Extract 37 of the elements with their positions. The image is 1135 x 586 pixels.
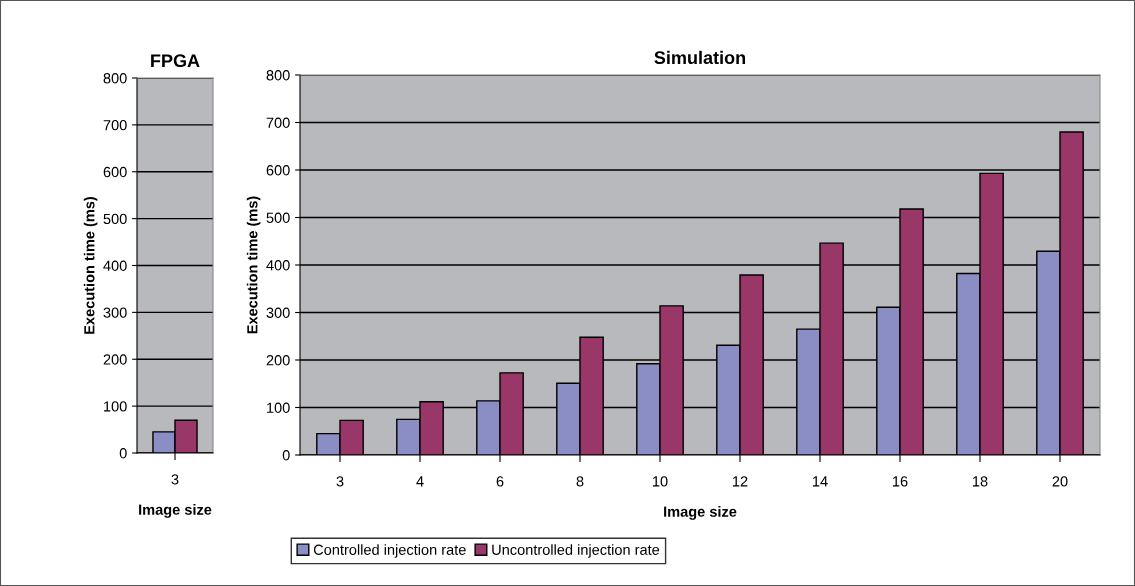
y-tick-label: 800 [266,70,290,81]
y-tick-label: 300 [266,307,290,318]
x-tick-label: 12 [733,476,748,487]
legend-label: Controlled injection rate [313,544,466,558]
y-tick-label: 600 [103,166,127,178]
x-tick-label: 6 [496,476,504,487]
x-tick-label: 20 [1052,476,1068,487]
y-tick-label: 300 [103,307,127,318]
x-axis-title: Image size [139,504,212,518]
y-tick-label: 600 [266,165,290,176]
x-tick-label: 10 [653,476,668,487]
y-tick-label: 400 [266,260,290,271]
x-axis-title: Image size [664,506,737,520]
chart-title: Simulation [654,50,746,65]
y-tick-label: 400 [103,260,127,271]
legend-label: Uncontrolled injection rate [492,544,660,558]
y-tick-label: 700 [266,117,290,128]
x-tick-label: 3 [171,474,179,485]
x-tick-label: 8 [576,476,584,487]
y-tick-label: 500 [266,212,290,223]
y-tick-label: 200 [266,355,290,366]
y-tick-label: 500 [103,213,127,225]
y-tick-label: 800 [103,73,127,84]
y-axis-title: Execution time (ms) [83,196,98,334]
chart-title: FPGA [151,54,200,68]
y-tick-label: 700 [103,119,127,131]
y-axis-title: Execution time (ms) [246,196,261,334]
x-tick-label: 16 [893,476,908,487]
x-tick-label: 4 [416,476,424,487]
x-tick-label: 14 [813,476,828,487]
y-tick-label: 100 [104,401,127,412]
y-tick-label: 200 [103,354,127,365]
y-tick-label: 0 [119,448,127,459]
y-tick-label: 100 [267,402,290,413]
x-tick-label: 18 [973,476,988,487]
y-tick-label: 0 [282,450,290,461]
x-tick-label: 3 [336,476,344,487]
